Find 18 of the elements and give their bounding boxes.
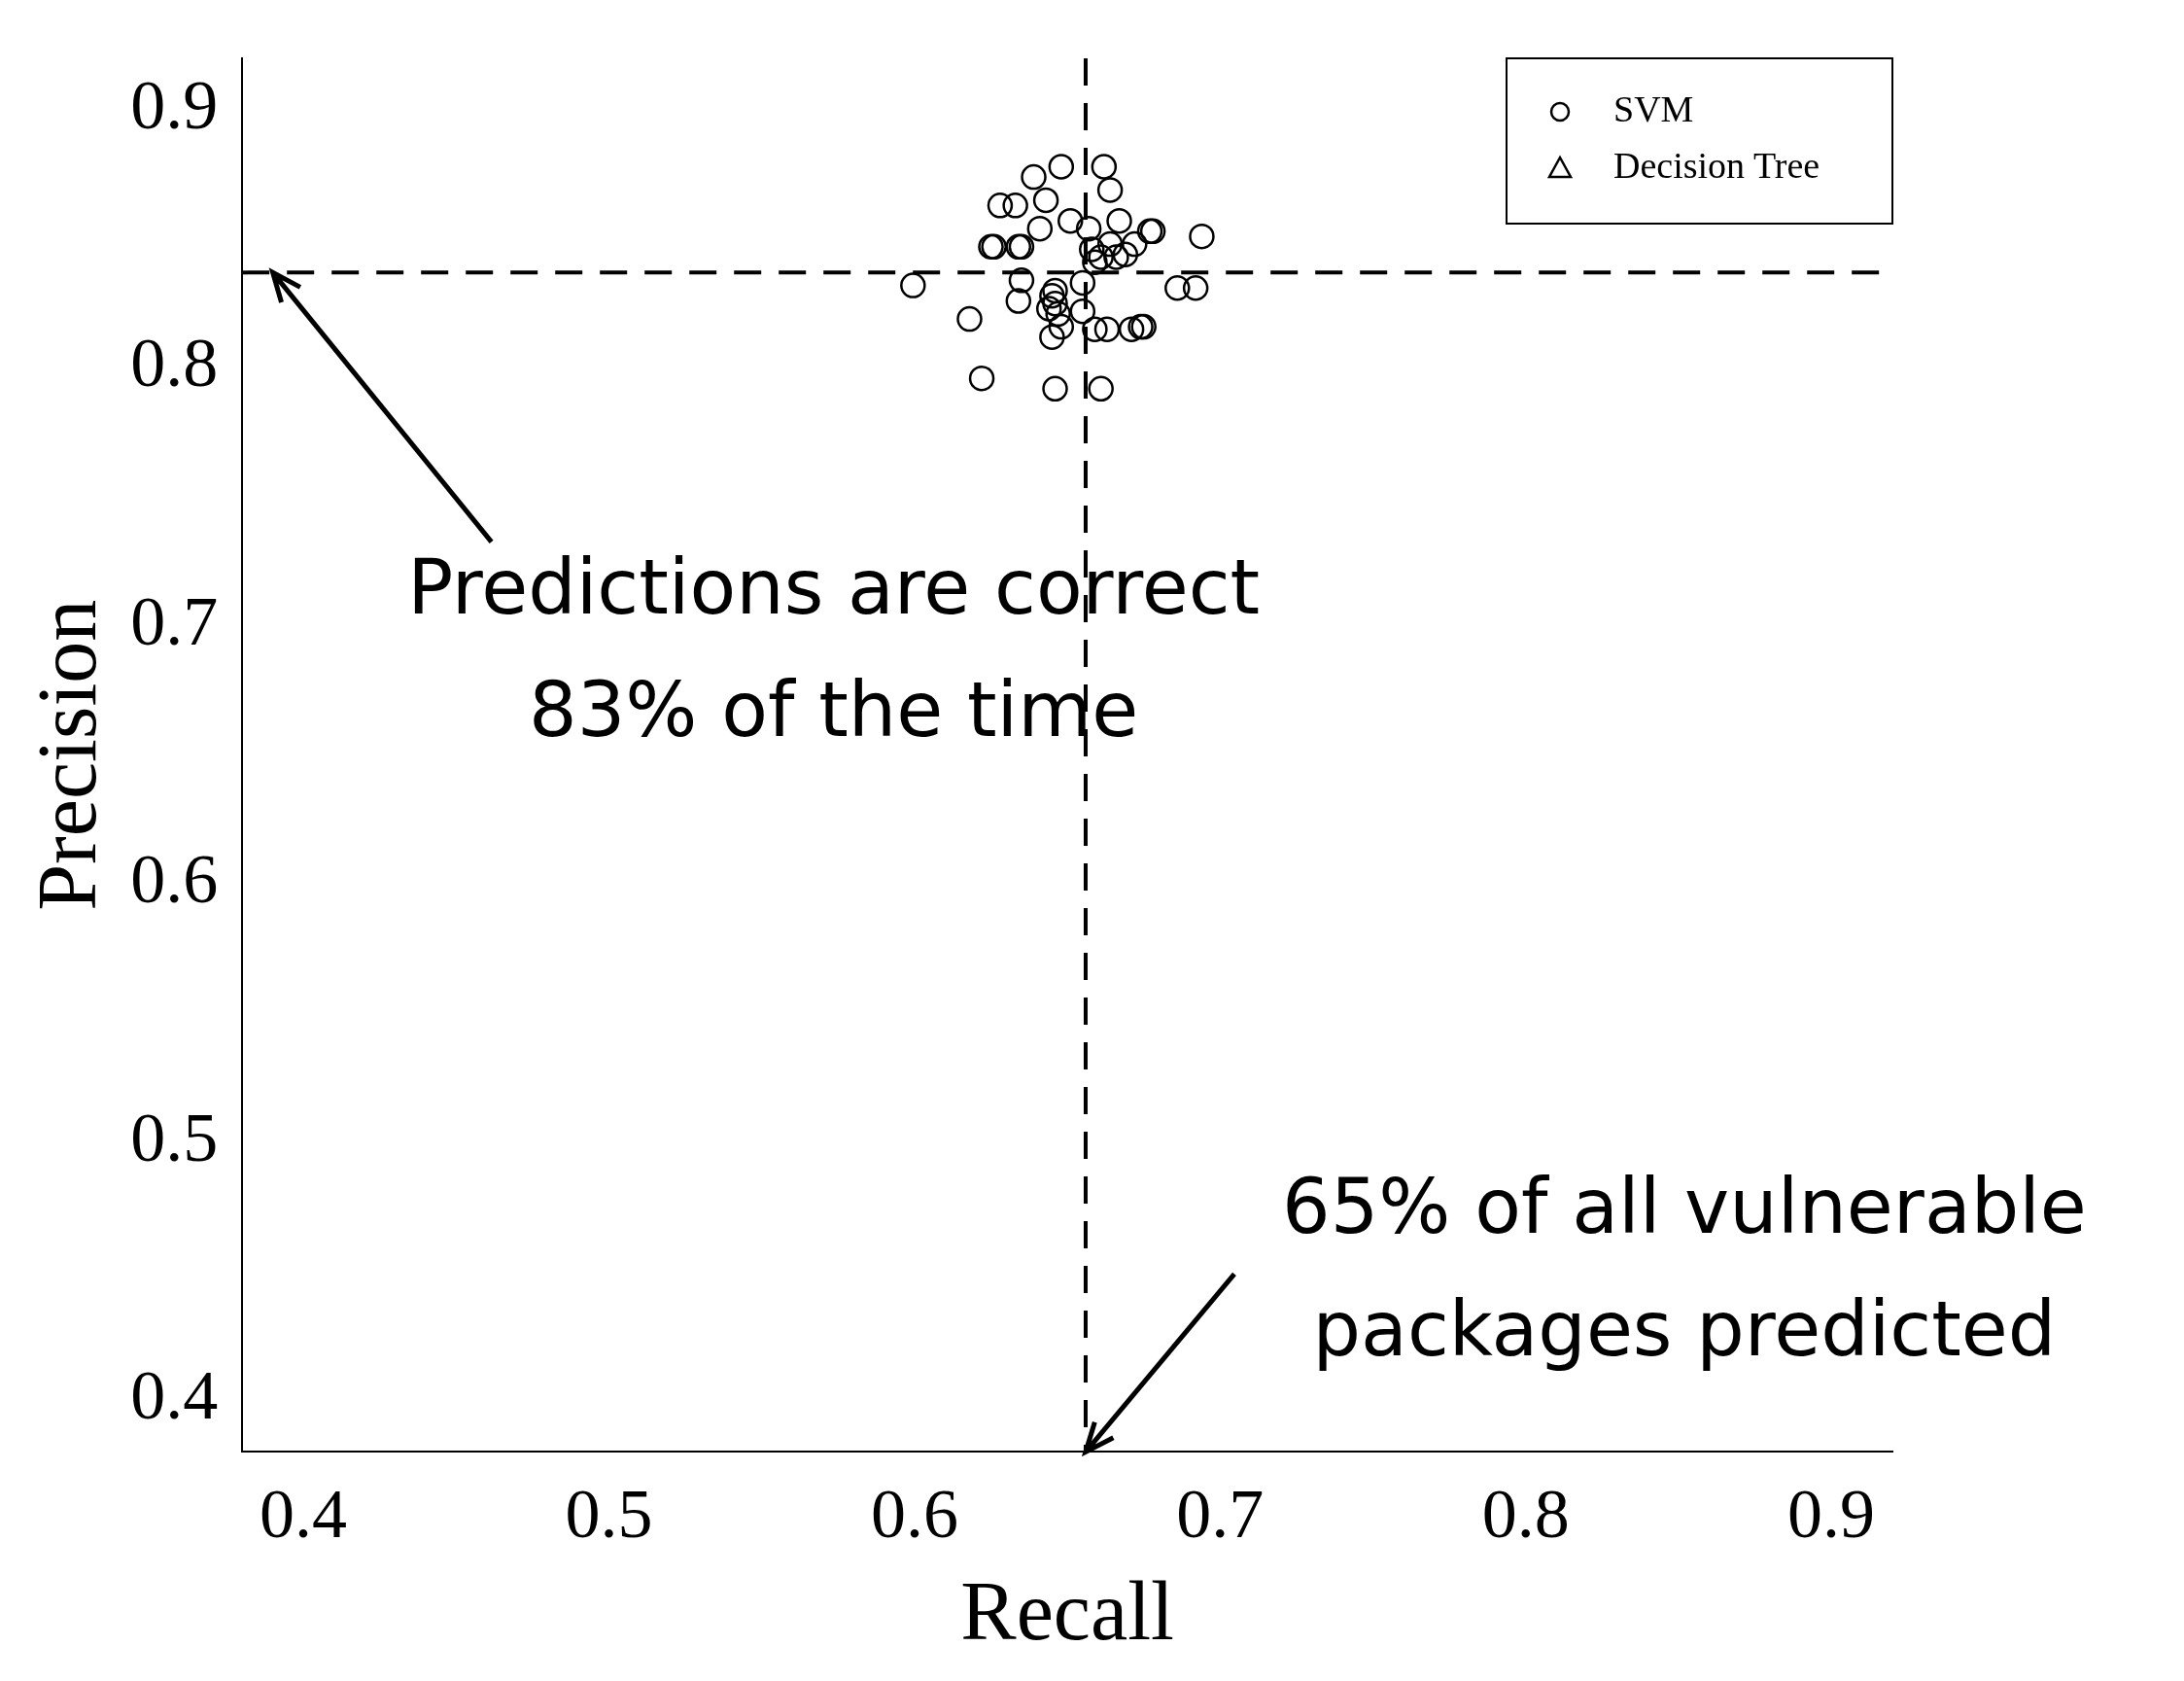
y-axis-title: Precision xyxy=(20,599,115,911)
annotation: 65% of all vulnerable packages predicted xyxy=(1282,1162,2087,1376)
y-tick-label: 0.9 xyxy=(130,66,219,144)
x-tick-label: 0.5 xyxy=(565,1474,653,1553)
legend-label: Decision Tree xyxy=(1613,144,1820,186)
y-tick-label: 0.5 xyxy=(130,1098,219,1176)
x-tick-label: 0.7 xyxy=(1176,1474,1265,1553)
legend-label: SVM xyxy=(1613,88,1694,129)
y-tick-label: 0.6 xyxy=(130,840,219,919)
y-tick-label: 0.8 xyxy=(130,324,219,403)
x-tick-label: 0.8 xyxy=(1481,1474,1570,1553)
x-axis-title: Recall xyxy=(960,1563,1174,1658)
annotation: Predictions are correct 83% of the time xyxy=(407,543,1261,756)
y-tick-label: 0.7 xyxy=(130,581,219,660)
x-tick-label: 0.4 xyxy=(260,1474,348,1553)
x-tick-label: 0.9 xyxy=(1787,1474,1876,1553)
y-tick-label: 0.4 xyxy=(130,1356,219,1435)
x-tick-label: 0.6 xyxy=(870,1474,958,1553)
